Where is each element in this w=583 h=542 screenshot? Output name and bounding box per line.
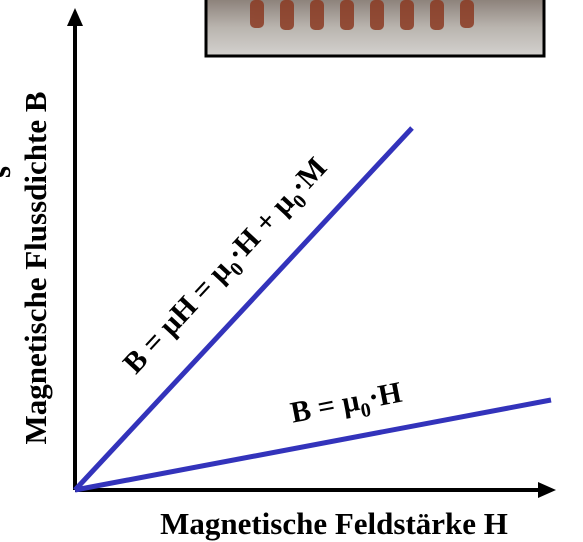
- label-part: ·H: [366, 376, 405, 415]
- label-part: B = μH = μ: [117, 254, 238, 380]
- cut-text: s: [0, 166, 17, 178]
- upper-line-label: B = μH = μ0·H + μ0·M: [117, 151, 338, 384]
- y-axis-label: Magnetische Flussdichte B: [18, 91, 53, 444]
- lower-line-label: B = μ0·H: [288, 376, 406, 436]
- x-arrow: [538, 482, 556, 498]
- coil-photo: [206, 0, 544, 56]
- diagram: Magnetische Flussdichte B Magnetische Fe…: [0, 0, 583, 542]
- page: Magnetische Flussdichte B Magnetische Fe…: [0, 0, 583, 542]
- y-arrow: [67, 8, 83, 26]
- label-part: ·M: [283, 151, 333, 202]
- label-part: B = μ: [288, 384, 362, 430]
- x-axis-label: Magnetische Feldstärke H: [160, 506, 508, 541]
